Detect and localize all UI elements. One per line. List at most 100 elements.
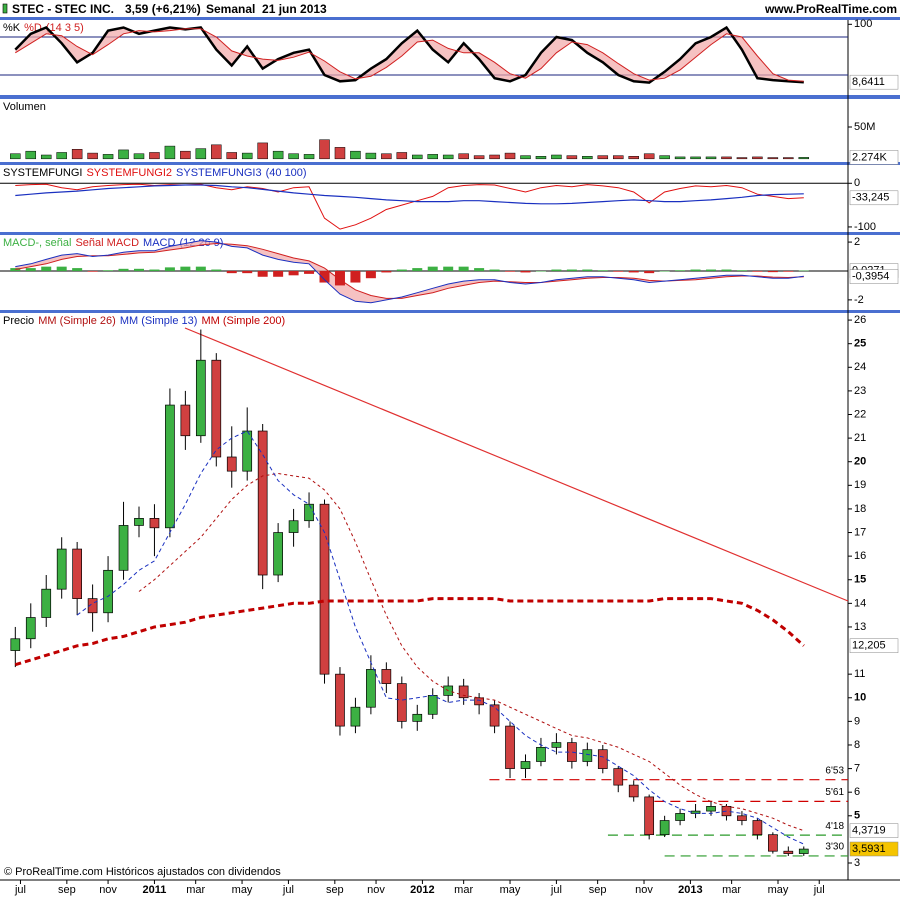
histogram-bar	[566, 269, 577, 271]
y-tick-label: 14	[854, 597, 866, 609]
volume-bar	[180, 150, 191, 160]
legend-entry: SYSTEMFUNGI2	[86, 167, 172, 179]
volume-bar	[613, 155, 624, 160]
candle-body	[396, 683, 407, 722]
histogram-bar	[675, 270, 686, 271]
volume-bar	[551, 154, 562, 160]
volume-bar	[643, 153, 655, 160]
candle-body	[737, 815, 747, 821]
x-tick-label: sep	[326, 884, 344, 896]
y-tick-label: 25	[854, 338, 866, 350]
histogram-bar	[350, 270, 361, 283]
x-tick-label: may	[232, 884, 253, 896]
volume-bar	[628, 156, 639, 160]
separator	[0, 17, 900, 20]
last-value-label: 8,6411	[852, 76, 885, 88]
volume-bar	[40, 154, 52, 160]
symbol: STEC - STEC INC.	[12, 2, 114, 16]
y-tick-label: 10	[854, 692, 866, 704]
y-tick-label: 21	[854, 432, 866, 444]
panel: 100 %K %D (14 3 5) 8,6411	[0, 18, 899, 90]
volume-bar	[71, 149, 83, 160]
x-tick-label: 2011	[143, 884, 167, 896]
volume-bar	[118, 149, 129, 160]
symbol-icon	[2, 3, 8, 14]
quote: 3,59 (+6,21%)	[125, 2, 201, 16]
y-tick-label: 5	[854, 810, 860, 822]
legend-entry: MM (Simple 26)	[38, 315, 116, 327]
volume-bar	[520, 155, 531, 160]
histogram-bar	[659, 270, 670, 272]
candle-body	[675, 813, 685, 821]
volume-bar	[396, 152, 408, 160]
last-value-label: 3,5931	[852, 843, 886, 855]
series-line	[15, 184, 804, 205]
histogram-bar	[474, 268, 485, 271]
volume-bar	[288, 153, 299, 160]
candle-body	[56, 548, 67, 590]
histogram-bar	[597, 270, 608, 271]
volume-bar	[195, 148, 207, 160]
histogram-bar	[242, 270, 253, 274]
candle-body	[783, 850, 794, 854]
period: Semanal 21 jun 2013	[206, 2, 327, 16]
volume-bar	[783, 157, 794, 160]
x-tick-label: jul	[813, 884, 825, 896]
histogram-bar	[706, 269, 717, 271]
series-line	[15, 183, 804, 230]
histogram-bar	[257, 270, 268, 277]
x-tick-label: may	[500, 884, 521, 896]
candle-body	[319, 503, 330, 675]
volume-bar	[736, 157, 748, 160]
volume-bar	[458, 153, 469, 160]
histogram-bar	[164, 267, 175, 271]
y-tick-label: 2	[854, 236, 860, 248]
volume-bar	[334, 147, 346, 160]
volume-bar	[798, 157, 810, 160]
candle-body	[768, 834, 778, 852]
histogram-bar	[505, 270, 516, 272]
x-tick-label: jul	[550, 884, 562, 896]
x-tick-label: mar	[722, 884, 741, 896]
candle-body	[412, 713, 423, 722]
histogram-bar	[195, 266, 206, 271]
histogram-bar	[613, 270, 624, 272]
x-tick-label: nov	[367, 884, 385, 896]
volume-bar	[350, 150, 361, 160]
histogram-bar	[288, 270, 299, 276]
histogram-bar	[133, 268, 144, 271]
last-value-box	[849, 638, 899, 653]
volume-bar	[674, 156, 686, 160]
volume-bar	[721, 156, 732, 160]
candle-body	[257, 430, 268, 576]
level-label: 6'53	[825, 765, 844, 776]
volume-bar	[504, 152, 516, 160]
last-value-label: 4,3719	[852, 825, 886, 837]
y-tick-label: 22	[854, 408, 866, 420]
candle-body	[520, 761, 531, 769]
y-tick-label: 23	[854, 385, 866, 397]
x-tick-label: jul	[14, 884, 26, 896]
candle-body	[474, 697, 484, 706]
candle-body	[381, 669, 392, 684]
candle-body	[536, 746, 546, 762]
legend-entry: %K	[3, 22, 21, 34]
histogram-bar	[118, 268, 129, 271]
volume-bar	[303, 154, 315, 160]
legend-entry: Señal MACD	[75, 237, 139, 249]
y-tick-label: 18	[854, 503, 866, 515]
trend-line	[184, 327, 849, 602]
volume-bar	[241, 152, 253, 160]
volume-bar	[767, 157, 779, 160]
candle-body	[505, 725, 515, 769]
panel: 3 5 6 7 8 9 10 11 13 14 15 16 17 18 19 20 21 22 23 24 25 26 6'…	[3, 314, 899, 869]
legend-entry: MACD-, señal	[3, 237, 71, 249]
histogram-bar	[87, 270, 98, 272]
y-tick-label: 50M	[854, 121, 875, 133]
x-tick-label: mar	[454, 884, 473, 896]
candle-body	[118, 525, 129, 571]
footer: © ProRealTime.com Históricos ajustados c…	[4, 866, 281, 878]
last-value-label: 12,205	[852, 640, 886, 652]
volume-bar	[489, 154, 500, 160]
candle-body	[165, 404, 175, 529]
